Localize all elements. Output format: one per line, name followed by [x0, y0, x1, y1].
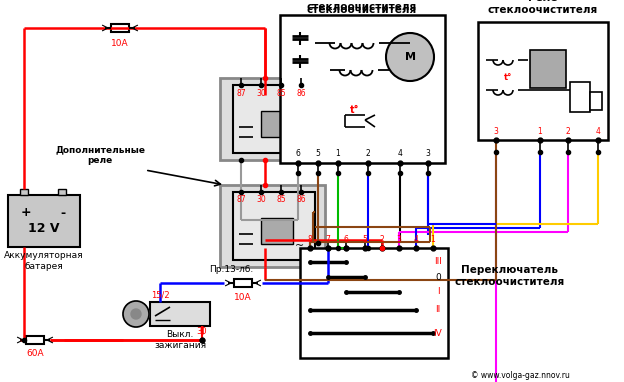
Bar — [220, 185, 325, 267]
Text: 3: 3 — [397, 235, 401, 244]
Text: t°: t° — [504, 73, 512, 81]
Text: 0: 0 — [435, 272, 441, 282]
Bar — [234, 279, 252, 287]
Text: I: I — [437, 288, 439, 296]
Text: M: M — [404, 52, 416, 62]
Text: 3: 3 — [426, 149, 431, 159]
Bar — [111, 24, 129, 32]
Text: III: III — [434, 257, 442, 267]
Text: 87: 87 — [236, 89, 246, 97]
Bar — [261, 111, 293, 137]
Bar — [220, 78, 325, 160]
Text: стеклоочистителя: стеклоочистителя — [307, 5, 417, 15]
Text: +: + — [21, 207, 31, 220]
Text: 10А: 10А — [111, 39, 129, 47]
Text: -: - — [61, 207, 66, 220]
Bar — [8, 195, 80, 247]
Text: Переключатель
стеклоочистителя: Переключатель стеклоочистителя — [455, 265, 565, 287]
Bar — [280, 15, 445, 163]
Text: 6: 6 — [296, 149, 300, 159]
Bar — [590, 92, 602, 110]
Text: 30: 30 — [197, 327, 207, 337]
Text: 5: 5 — [363, 235, 368, 244]
Circle shape — [386, 33, 434, 81]
Text: 2: 2 — [565, 126, 570, 136]
Bar — [530, 50, 566, 88]
Text: Аккумуляторная
батарея: Аккумуляторная батарея — [4, 251, 84, 271]
Text: 12 V: 12 V — [28, 222, 60, 235]
Text: 2: 2 — [366, 149, 371, 159]
Text: 8: 8 — [308, 235, 313, 244]
Circle shape — [131, 309, 141, 319]
Text: 10А: 10А — [234, 293, 252, 301]
Text: 87: 87 — [236, 196, 246, 204]
Text: 4: 4 — [397, 149, 402, 159]
Bar — [150, 302, 210, 326]
Text: 1: 1 — [431, 235, 436, 244]
Bar — [233, 192, 315, 260]
Bar — [478, 22, 608, 140]
Text: 1: 1 — [538, 126, 542, 136]
Text: 15/2: 15/2 — [150, 290, 169, 299]
Text: 3: 3 — [494, 126, 499, 136]
Text: 7: 7 — [326, 235, 331, 244]
Circle shape — [123, 301, 149, 327]
Text: 4: 4 — [414, 235, 419, 244]
Text: 30: 30 — [256, 196, 266, 204]
Bar — [58, 189, 66, 195]
Text: 1: 1 — [336, 149, 340, 159]
Text: стеклоочистителя: стеклоочистителя — [307, 2, 417, 12]
Text: 86: 86 — [296, 89, 306, 97]
Bar — [261, 218, 293, 244]
Text: 5: 5 — [316, 149, 321, 159]
Text: II: II — [436, 306, 441, 314]
Text: 85: 85 — [276, 196, 286, 204]
Text: 4: 4 — [595, 126, 600, 136]
Text: Дополнительные
реле: Дополнительные реле — [55, 145, 145, 165]
Text: t°: t° — [350, 105, 360, 115]
Text: 86: 86 — [296, 196, 306, 204]
Bar — [233, 85, 315, 153]
Text: Реле
стеклоочистителя: Реле стеклоочистителя — [488, 0, 598, 15]
Bar — [20, 189, 28, 195]
Text: 60А: 60А — [26, 350, 44, 358]
Bar — [26, 336, 44, 344]
Text: 2: 2 — [379, 235, 384, 244]
Text: IV: IV — [434, 329, 442, 338]
Text: Выкл.
зажигания: Выкл. зажигания — [154, 330, 206, 350]
Bar — [300, 248, 448, 358]
Text: © www.volga-gaz.nnov.ru: © www.volga-gaz.nnov.ru — [470, 372, 570, 380]
Bar — [570, 82, 590, 112]
Text: ~: ~ — [295, 241, 304, 251]
Text: 6: 6 — [344, 235, 348, 244]
Text: 85: 85 — [276, 89, 286, 97]
Text: 30: 30 — [256, 89, 266, 97]
Text: Пр.13-лб.: Пр.13-лб. — [209, 264, 253, 274]
